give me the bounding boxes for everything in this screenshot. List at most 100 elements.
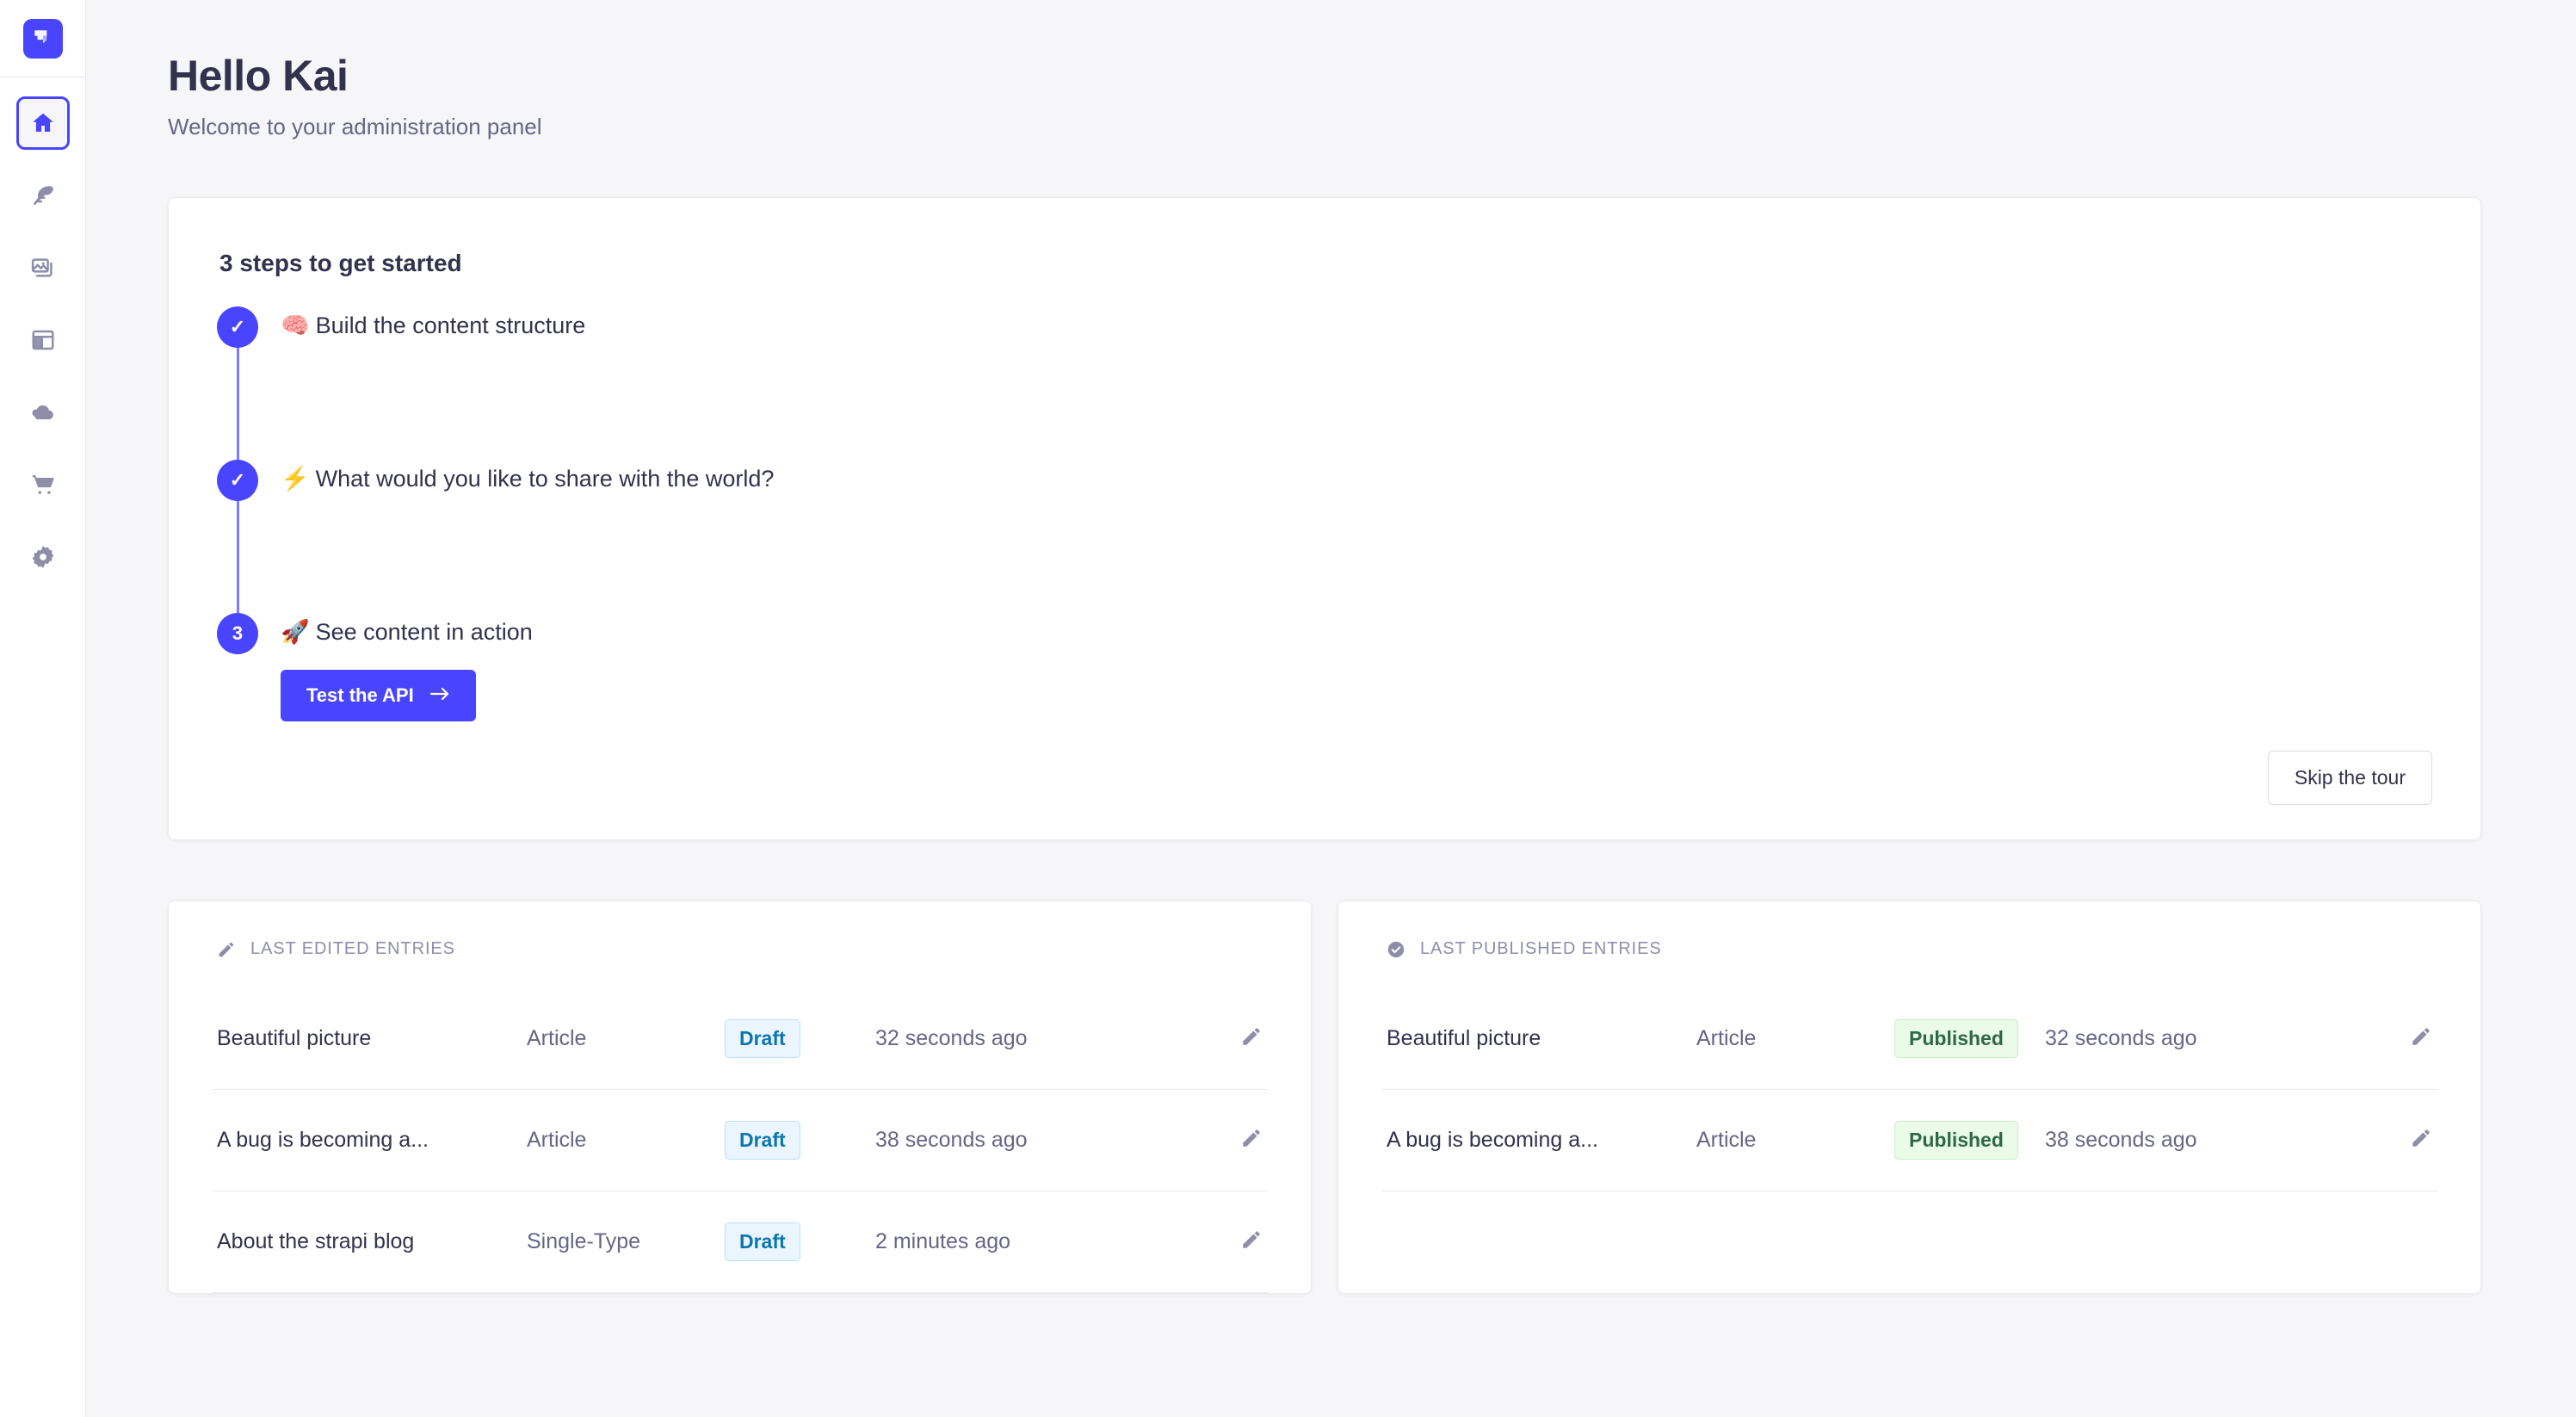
images-icon <box>30 255 56 281</box>
last-published-entries-panel: Last published entries Beautiful picture… <box>1337 900 2481 1295</box>
step-marker-number: 3 <box>217 613 258 654</box>
step-body: ⚡ What would you like to share with the w… <box>281 460 774 494</box>
status-badge: Published <box>1894 1121 2018 1160</box>
step-connector <box>217 348 2432 460</box>
entries-panels: Last edited entries Beautiful picture Ar… <box>168 900 2481 1295</box>
table-row[interactable]: A bug is becoming a... Article Published… <box>1381 1090 2437 1192</box>
entry-status: Draft <box>725 1019 875 1059</box>
pencil-icon <box>1240 1025 1263 1052</box>
entry-status: Published <box>1894 1019 2045 1059</box>
panel-header: Last published entries <box>1338 939 2480 959</box>
entry-status: Draft <box>725 1222 875 1262</box>
edit-entry-button[interactable] <box>2372 1025 2432 1052</box>
strapi-logo-icon[interactable] <box>22 18 63 59</box>
sidebar <box>0 0 86 1417</box>
entry-time: 38 seconds ago <box>875 1128 1028 1153</box>
sidebar-item-home[interactable] <box>15 96 70 150</box>
entry-type: Article <box>527 1026 587 1051</box>
entry-type: Article <box>527 1128 587 1153</box>
sidebar-item-settings[interactable] <box>16 530 70 584</box>
step-body: 🚀 See content in action Test the API <box>281 613 533 722</box>
table-row[interactable]: Beautiful picture Article Published 32 s… <box>1381 988 2437 1091</box>
arrow-right-icon <box>429 684 450 707</box>
sidebar-item-marketplace[interactable] <box>16 458 70 511</box>
entry-title: Beautiful picture <box>1387 1026 1541 1051</box>
entry-title: A bug is becoming a... <box>1387 1128 1598 1153</box>
onboarding-step[interactable]: 3 🚀 See content in action Test the API <box>217 613 2432 722</box>
sidebar-logo-area <box>0 0 85 77</box>
onboarding-title: 3 steps to get started <box>219 250 462 276</box>
entry-type: Article <box>1696 1026 1757 1051</box>
sidebar-item-content-manager[interactable] <box>16 169 70 222</box>
sidebar-item-media-library[interactable] <box>16 241 70 294</box>
entry-title: Beautiful picture <box>217 1026 372 1051</box>
status-badge: Draft <box>725 1019 800 1059</box>
entry-time: 2 minutes ago <box>875 1229 1011 1254</box>
sidebar-item-content-type-builder[interactable] <box>16 313 70 367</box>
connector-line <box>236 501 239 613</box>
step-label-text: Build the content structure <box>315 312 586 338</box>
entry-status: Draft <box>725 1121 875 1160</box>
skip-tour-area: Skip the tour <box>217 751 2432 806</box>
pencil-icon <box>1240 1228 1263 1255</box>
home-icon <box>30 110 56 136</box>
panel-title: Last published entries <box>1420 939 1662 959</box>
onboarding-card: 3 steps to get started ✓ 🧠 Build the cont… <box>168 197 2481 841</box>
step-connector <box>217 501 2432 613</box>
entry-title: A bug is becoming a... <box>217 1128 429 1153</box>
sidebar-item-cloud[interactable] <box>16 386 70 439</box>
status-badge: Draft <box>725 1222 800 1262</box>
table-row[interactable]: A bug is becoming a... Article Draft 38 … <box>212 1090 1268 1192</box>
sidebar-nav <box>15 96 70 584</box>
entry-type: Single-Type <box>527 1229 641 1254</box>
step-label[interactable]: ⚡ What would you like to share with the w… <box>281 463 774 494</box>
step-marker-check-icon: ✓ <box>217 306 258 348</box>
status-badge: Draft <box>725 1121 800 1160</box>
pencil-icon <box>2410 1025 2432 1052</box>
gear-icon <box>30 544 56 570</box>
panel-title: Last edited entries <box>250 939 455 959</box>
onboarding-steps: ✓ 🧠 Build the content structure ✓ ⚡ What w… <box>217 306 2432 722</box>
edit-entry-button[interactable] <box>1202 1228 1263 1255</box>
edit-entry-button[interactable] <box>1202 1127 1263 1154</box>
feather-icon <box>30 183 56 208</box>
onboarding-step[interactable]: ✓ 🧠 Build the content structure <box>217 306 2432 348</box>
step-label[interactable]: 🚀 See content in action <box>281 616 533 647</box>
skip-the-tour-button[interactable]: Skip the tour <box>2267 751 2432 806</box>
pencil-icon <box>217 940 236 959</box>
entry-time: 38 seconds ago <box>2045 1128 2197 1153</box>
pencil-icon <box>2410 1127 2432 1154</box>
step-body: 🧠 Build the content structure <box>281 306 585 341</box>
page-header: Hello Kai Welcome to your administration… <box>168 0 2481 140</box>
entry-status: Published <box>1894 1121 2045 1160</box>
entry-type: Article <box>1696 1128 1757 1153</box>
table-row[interactable]: About the strapi blog Single-Type Draft … <box>212 1191 1268 1294</box>
status-badge: Published <box>1894 1019 2018 1059</box>
entries-table: Beautiful picture Article Draft 32 secon… <box>169 988 1311 1294</box>
entry-time: 32 seconds ago <box>875 1026 1028 1051</box>
cloud-icon <box>30 399 56 425</box>
step-label-text: What would you like to share with the wo… <box>315 466 775 492</box>
panel-header: Last edited entries <box>169 939 1311 959</box>
brain-emoji-icon: 🧠 <box>281 312 310 338</box>
lightning-emoji-icon: ⚡ <box>281 466 310 492</box>
page-title: Hello Kai <box>168 52 349 100</box>
entry-title: About the strapi blog <box>217 1229 415 1254</box>
edit-entry-button[interactable] <box>2372 1127 2432 1154</box>
pencil-icon <box>1240 1127 1263 1154</box>
table-row[interactable]: Beautiful picture Article Draft 32 secon… <box>212 988 1268 1091</box>
check-circle-icon <box>1387 940 1405 959</box>
test-the-api-button[interactable]: Test the API <box>281 670 476 722</box>
entry-time: 32 seconds ago <box>2045 1026 2197 1051</box>
test-the-api-label: Test the API <box>306 684 414 707</box>
rocket-emoji-icon: 🚀 <box>281 619 310 645</box>
onboarding-step[interactable]: ✓ ⚡ What would you like to share with the… <box>217 460 2432 501</box>
entries-table: Beautiful picture Article Published 32 s… <box>1338 988 2480 1192</box>
connector-line <box>236 348 239 460</box>
last-edited-entries-panel: Last edited entries Beautiful picture Ar… <box>168 900 1312 1295</box>
edit-entry-button[interactable] <box>1202 1025 1263 1052</box>
layout-icon <box>30 327 56 353</box>
shopping-cart-icon <box>30 472 56 498</box>
step-label[interactable]: 🧠 Build the content structure <box>281 310 585 341</box>
main-content: Hello Kai Welcome to your administration… <box>86 0 2576 1417</box>
